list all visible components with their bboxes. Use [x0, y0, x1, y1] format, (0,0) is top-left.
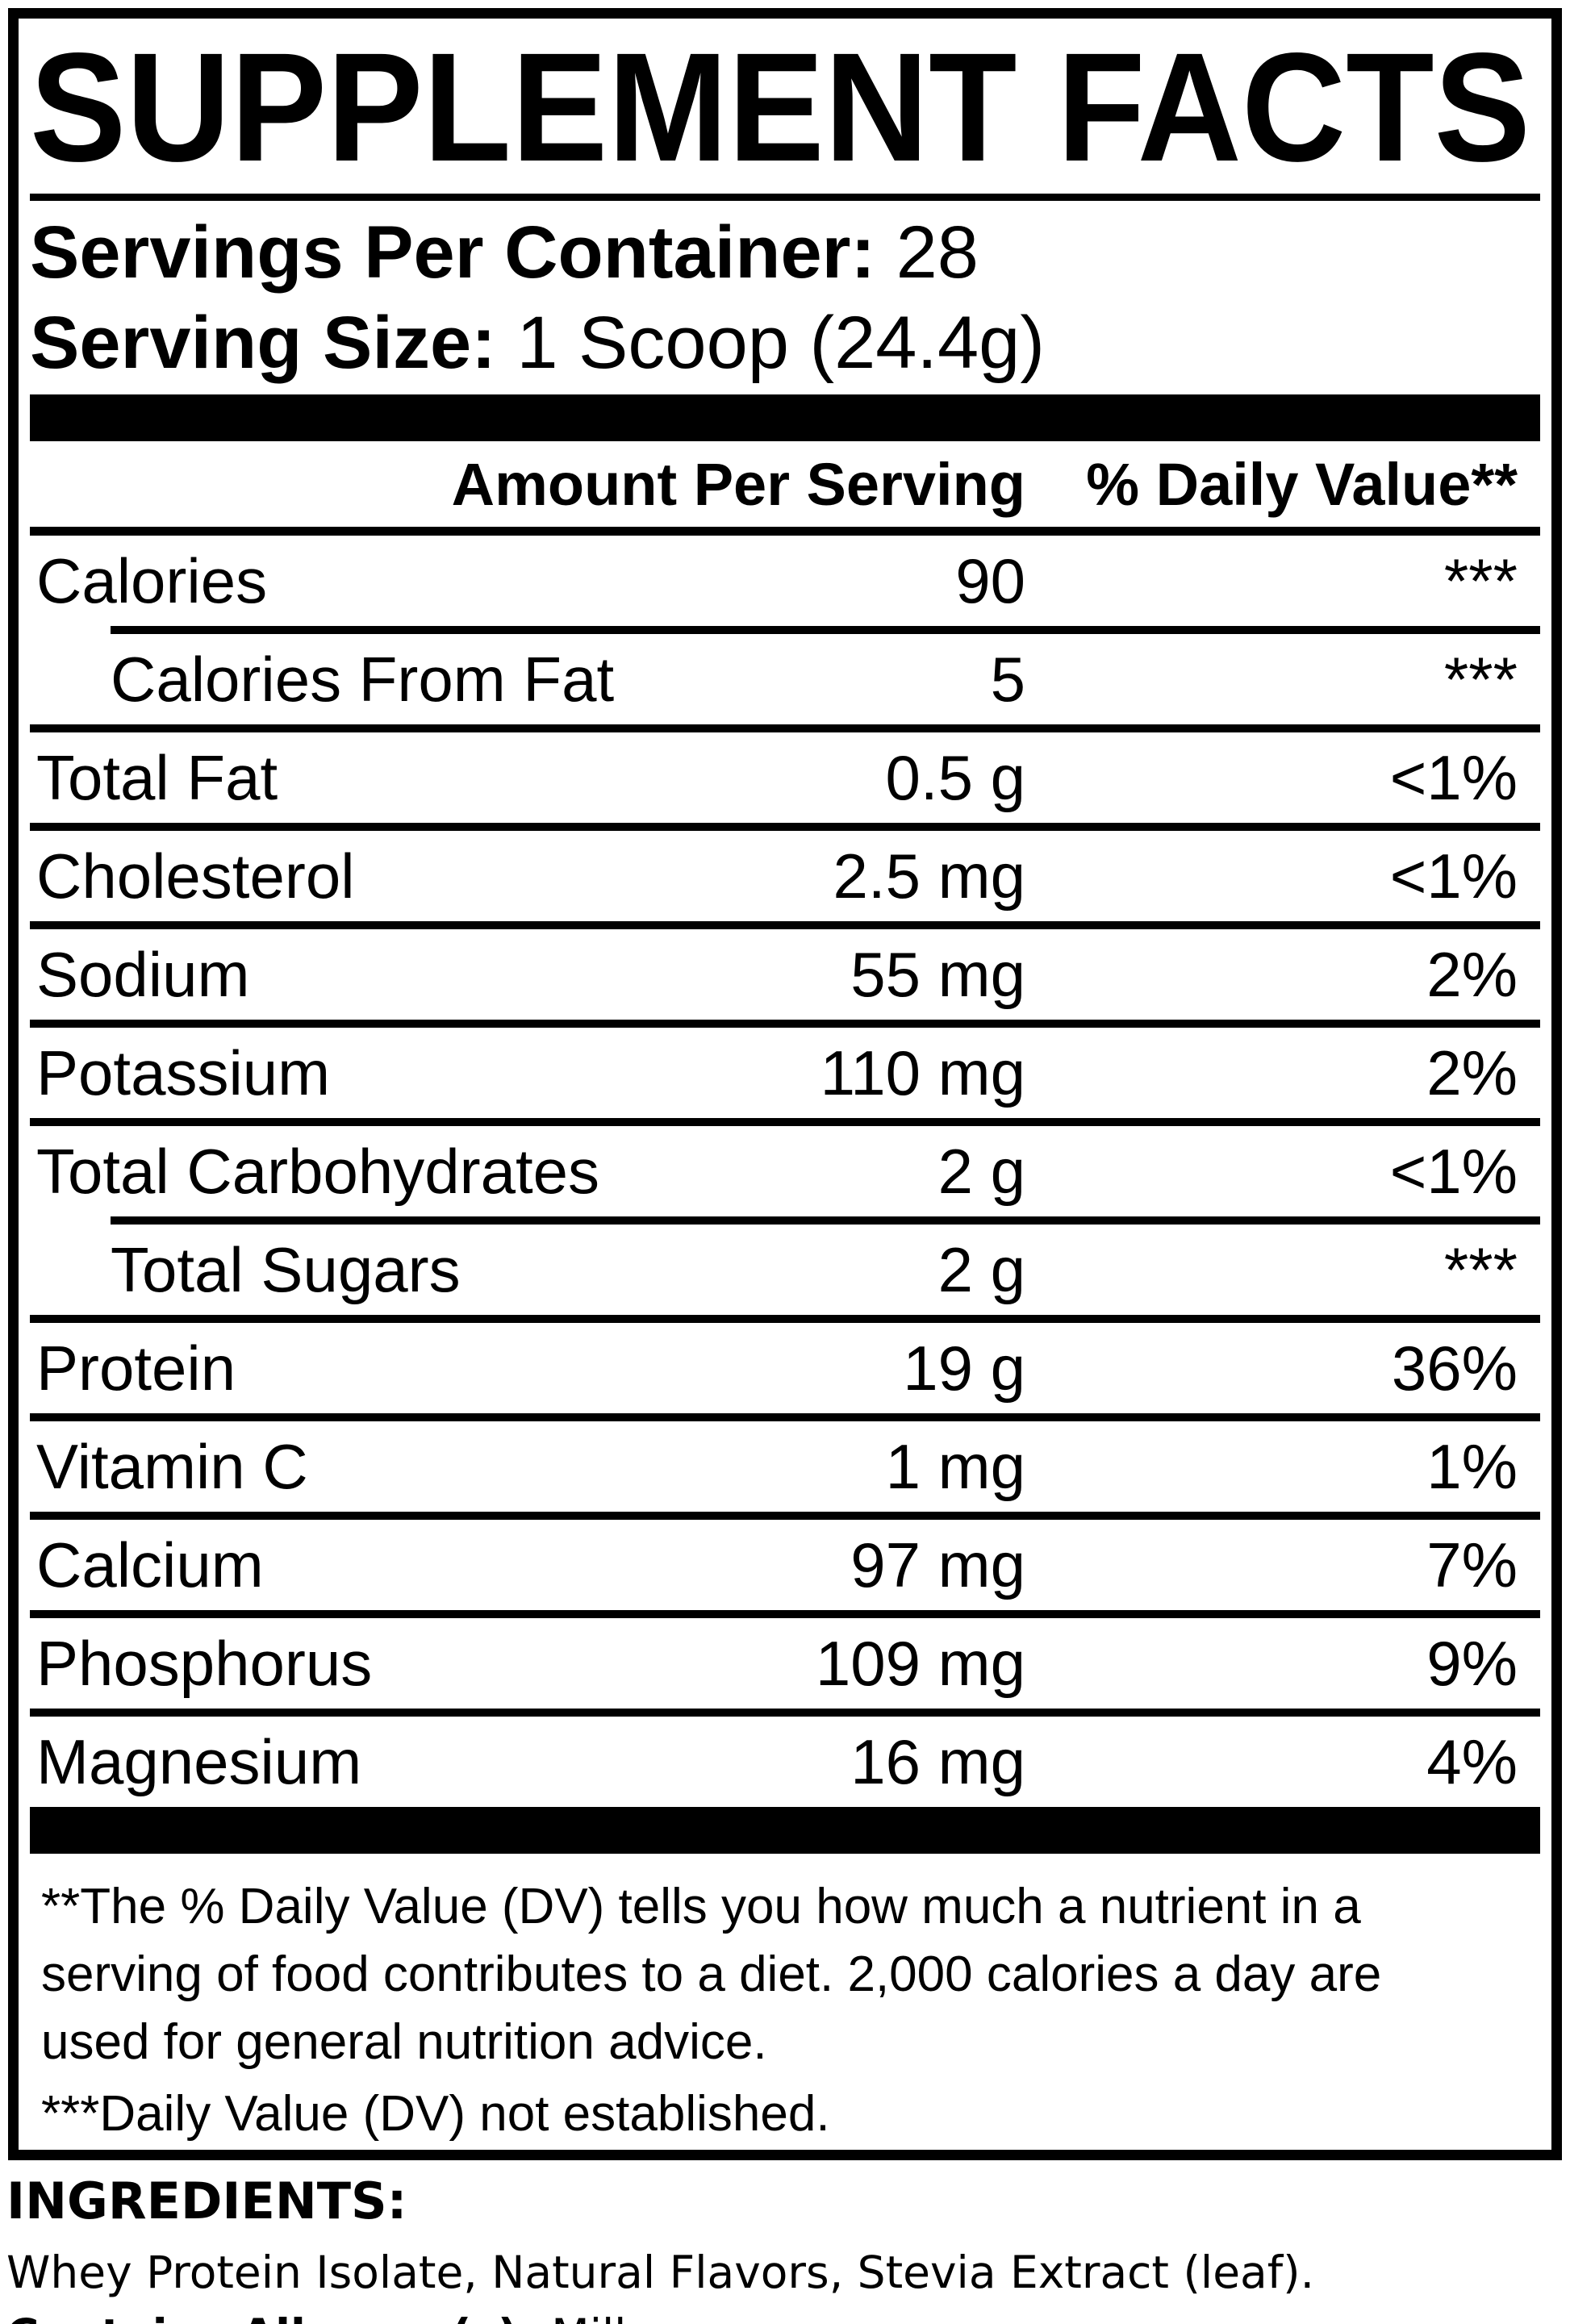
header-underline	[30, 527, 1540, 536]
amount-per-serving-header: Amount Per Serving	[451, 450, 1025, 518]
nutrient-dv: ***	[1443, 643, 1518, 715]
nutrient-name: Calories From Fat	[111, 643, 615, 715]
ingredients-section: INGREDIENTS: Whey Protein Isolate, Natur…	[6, 2172, 1547, 2324]
servings-value: 28	[896, 211, 979, 294]
footnote-line-1: **The % Daily Value (DV) tells you how m…	[41, 1879, 1361, 1934]
daily-value-footnote: **The % Daily Value (DV) tells you how m…	[41, 1873, 1529, 2076]
table-row-calories: Calories 90 ***	[30, 536, 1540, 626]
nutrient-name: Total Fat	[36, 741, 278, 813]
servings-label: Servings Per Container:	[30, 211, 876, 294]
footnote-line-3: used for general nutrition advice.	[41, 2014, 767, 2070]
serving-size-line: Serving Size: 1 Scoop (24.4g)	[30, 298, 1540, 388]
daily-value-header: % Daily Value**	[1086, 450, 1518, 518]
serving-size-value: 1 Scoop (24.4g)	[516, 302, 1045, 384]
separator-bar-top	[30, 394, 1540, 441]
table-row-phosphorus: Phosphorus 109 mg 9%	[30, 1610, 1540, 1709]
table-row-cholesterol: Cholesterol 2.5 mg <1%	[30, 823, 1540, 921]
nutrient-dv: <1%	[1389, 840, 1518, 912]
nutrient-amount: 1 mg	[885, 1430, 1025, 1502]
nutrient-name: Total Sugars	[111, 1233, 461, 1305]
table-row-magnesium: Magnesium 16 mg 4%	[30, 1709, 1540, 1807]
table-row-total-sugars: Total Sugars 2 g ***	[30, 1216, 1540, 1315]
nutrient-name: Calcium	[36, 1529, 264, 1600]
table-row-total-fat: Total Fat 0.5 g <1%	[30, 724, 1540, 823]
nutrient-amount: 2 g	[937, 1135, 1025, 1207]
nutrient-name: Potassium	[36, 1037, 331, 1108]
table-row-protein: Protein 19 g 36%	[30, 1315, 1540, 1413]
nutrient-amount: 55 mg	[850, 938, 1025, 1010]
nutrient-name: Cholesterol	[36, 840, 355, 912]
allergen-value: Milk	[551, 2309, 640, 2324]
nutrient-dv: <1%	[1389, 741, 1518, 813]
nutrient-dv: 7%	[1426, 1529, 1518, 1600]
nutrient-amount: 2 g	[937, 1233, 1025, 1305]
nutrient-dv: 1%	[1426, 1430, 1518, 1502]
table-row-potassium: Potassium 110 mg 2%	[30, 1020, 1540, 1118]
nutrient-amount: 19 g	[903, 1332, 1025, 1404]
nutrient-name: Calories	[36, 544, 268, 616]
footnote-not-established: ***Daily Value (DV) not established.	[41, 2086, 830, 2142]
table-row-sodium: Sodium 55 mg 2%	[30, 921, 1540, 1020]
nutrient-amount: 0.5 g	[885, 741, 1025, 813]
nutrient-name: Protein	[36, 1332, 236, 1404]
nutrient-amount: 5	[990, 643, 1025, 715]
allergen-line: Contains Allergen(s): Milk	[6, 2309, 1547, 2324]
nutrient-name: Vitamin C	[36, 1430, 308, 1502]
ingredients-list: Whey Protein Isolate, Natural Flavors, S…	[6, 2247, 1315, 2298]
table-row-calcium: Calcium 97 mg 7%	[30, 1512, 1540, 1610]
table-header-row: Amount Per Serving % Daily Value**	[30, 441, 1540, 527]
supplement-label-box: SUPPLEMENT FACTS Servings Per Container:…	[8, 8, 1562, 2160]
nutrient-name: Phosphorus	[36, 1627, 373, 1699]
servings-per-container-line: Servings Per Container: 28	[30, 207, 1540, 298]
nutrient-amount: 90	[955, 544, 1025, 616]
nutrient-dv: 4%	[1426, 1725, 1518, 1797]
nutrient-dv: ***	[1443, 1233, 1518, 1305]
separator-bar-bottom	[30, 1807, 1540, 1854]
title-divider	[30, 194, 1540, 201]
nutrient-amount: 109 mg	[815, 1627, 1025, 1699]
table-row-total-carbohydrates: Total Carbohydrates 2 g <1%	[30, 1118, 1540, 1216]
nutrition-table: Calories 90 *** Calories From Fat 5 *** …	[30, 536, 1540, 1807]
nutrient-amount: 16 mg	[850, 1725, 1025, 1797]
nutrient-dv: <1%	[1389, 1135, 1518, 1207]
footnote-line-2: serving of food contributes to a diet. 2…	[41, 1946, 1382, 2002]
serving-size-label: Serving Size:	[30, 302, 496, 384]
table-row-calories-from-fat: Calories From Fat 5 ***	[30, 626, 1540, 724]
nutrient-amount: 97 mg	[850, 1529, 1025, 1600]
nutrient-dv: ***	[1443, 544, 1518, 616]
nutrient-amount: 2.5 mg	[833, 840, 1025, 912]
allergen-label: Contains Allergen(s):	[6, 2309, 536, 2324]
supplement-title-text: SUPPLEMENT FACTS	[30, 38, 1530, 175]
nutrient-dv: 2%	[1426, 1037, 1518, 1108]
nutrient-name: Sodium	[36, 938, 250, 1010]
nutrient-name: Total Carbohydrates	[36, 1135, 600, 1207]
ingredients-heading: INGREDIENTS:	[6, 2172, 407, 2230]
table-row-vitamin-c: Vitamin C 1 mg 1%	[30, 1413, 1540, 1512]
nutrient-dv: 2%	[1426, 938, 1518, 1010]
nutrient-dv: 9%	[1426, 1627, 1518, 1699]
nutrient-dv: 36%	[1391, 1332, 1518, 1404]
nutrient-name: Magnesium	[36, 1725, 362, 1797]
nutrient-amount: 110 mg	[820, 1037, 1025, 1108]
supplement-title: SUPPLEMENT FACTS	[30, 38, 1530, 175]
